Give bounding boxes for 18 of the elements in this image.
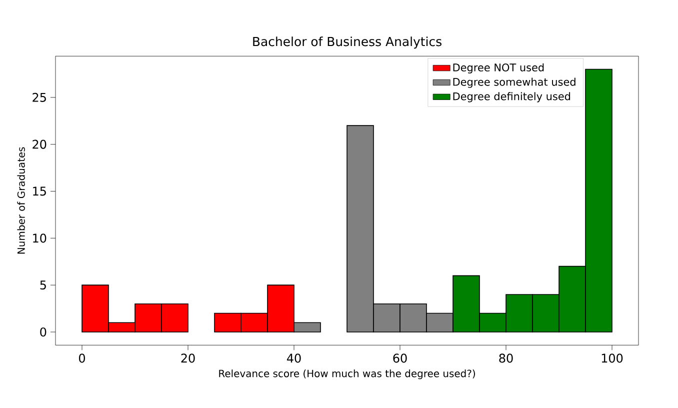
x-tick-label: 0 bbox=[78, 354, 86, 363]
x-axis-title: Relevance score (How much was the degree used?) bbox=[219, 370, 475, 380]
y-tick-label: 25 bbox=[32, 92, 46, 102]
x-tick-label: 80 bbox=[499, 354, 513, 363]
x-tick-label: 20 bbox=[181, 354, 195, 363]
y-axis-title: Number of Graduates bbox=[17, 147, 25, 254]
legend-label: Degree somewhat used bbox=[453, 78, 576, 88]
y-tick-label: 0 bbox=[40, 327, 46, 337]
legend-label: Degree definitely used bbox=[453, 92, 570, 102]
x-tick-label: 60 bbox=[393, 354, 407, 363]
chart-title: Bachelor of Business Analytics bbox=[253, 36, 442, 49]
legend-label: Degree NOT used bbox=[453, 63, 544, 74]
y-tick-label: 5 bbox=[40, 280, 46, 290]
y-tick-label: 20 bbox=[32, 140, 46, 149]
y-tick-label: 15 bbox=[33, 186, 46, 196]
x-tick-label: 100 bbox=[602, 354, 623, 363]
y-tick-label: 10 bbox=[33, 234, 46, 243]
x-tick-label: 40 bbox=[286, 354, 301, 363]
